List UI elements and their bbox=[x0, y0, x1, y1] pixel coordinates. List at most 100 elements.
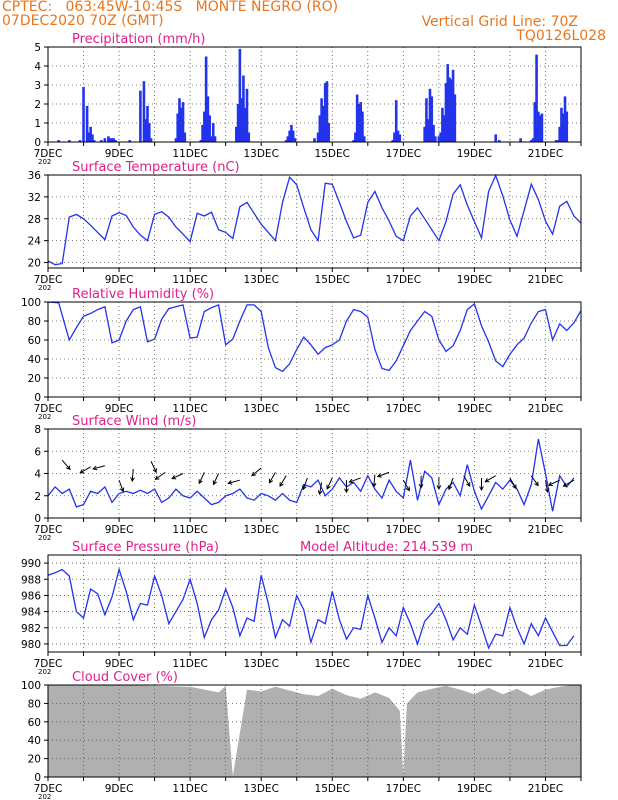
precip-bar bbox=[313, 138, 316, 142]
precip-bar bbox=[210, 136, 213, 142]
x-tick-label: 17DEC bbox=[386, 783, 421, 795]
y-tick-label: 3 bbox=[34, 80, 41, 92]
y-tick-label: 4 bbox=[34, 469, 41, 481]
wind-arrow bbox=[79, 466, 91, 474]
precip-bar bbox=[82, 86, 85, 142]
panel-title-humidity: Relative Humidity (%) bbox=[72, 287, 214, 302]
panel-frame bbox=[47, 428, 582, 519]
precip-bar bbox=[391, 140, 394, 142]
precip-bar bbox=[535, 54, 538, 142]
x-tick-label: 21DEC bbox=[528, 403, 563, 415]
precip-bar bbox=[354, 132, 357, 142]
wind-arrowhead bbox=[479, 486, 484, 491]
precip-bar bbox=[144, 119, 148, 142]
precip-bar bbox=[554, 140, 558, 142]
x-tick-label: 21DEC bbox=[528, 658, 563, 670]
x-tick-label: 7DEC bbox=[34, 274, 63, 286]
wind-arrow bbox=[377, 471, 390, 477]
precip-bar bbox=[450, 79, 453, 142]
precip-bar bbox=[78, 140, 82, 142]
header-run-time: 07DEC2020 70Z (GMT) bbox=[2, 13, 164, 29]
wind-arrowhead bbox=[227, 480, 233, 485]
wind-arrow bbox=[349, 477, 361, 483]
x-year-stub: 202 bbox=[38, 284, 51, 292]
precip-bar bbox=[538, 115, 542, 142]
precip-bar bbox=[235, 126, 238, 142]
precip-bar bbox=[561, 113, 565, 142]
precip-bar bbox=[128, 140, 132, 142]
precip-bar bbox=[242, 75, 245, 142]
precip-bar bbox=[204, 56, 208, 142]
wind-arrow bbox=[251, 467, 262, 477]
wind-arrowhead bbox=[302, 485, 307, 491]
header-model-id: TQ0126L028 bbox=[516, 28, 606, 44]
x-tick-label: 13DEC bbox=[243, 148, 278, 160]
wind-arrow bbox=[150, 461, 157, 473]
wind-arrowhead bbox=[279, 482, 284, 488]
y-tick-label: 100 bbox=[21, 297, 41, 309]
wind-arrowhead bbox=[79, 469, 85, 474]
wind-arrowhead bbox=[130, 477, 135, 483]
precip-bar bbox=[245, 88, 249, 142]
x-tick-label: 7DEC bbox=[34, 524, 63, 536]
y-tick-label: 40 bbox=[28, 354, 41, 366]
precip-bar bbox=[199, 140, 203, 142]
precip-bar bbox=[139, 90, 142, 142]
x-tick-label: 7DEC bbox=[34, 658, 63, 670]
wind-arrowhead bbox=[418, 483, 424, 489]
precip-bar bbox=[110, 138, 114, 142]
precip-bar bbox=[355, 94, 359, 142]
precip-bar bbox=[146, 105, 149, 142]
precip-bar bbox=[537, 111, 540, 142]
precip-bar bbox=[107, 136, 110, 142]
wind-arrow bbox=[373, 474, 376, 487]
precip-bar bbox=[425, 98, 428, 142]
precip-bar bbox=[92, 140, 96, 142]
y-tick-label: 5 bbox=[34, 42, 41, 54]
precip-bar bbox=[322, 105, 325, 142]
precip-bar bbox=[108, 138, 112, 142]
precip-bar bbox=[142, 81, 146, 142]
wind-arrow bbox=[118, 480, 124, 492]
x-year-stub: 202 bbox=[38, 413, 51, 421]
precip-bar bbox=[398, 134, 402, 142]
wind-arrow bbox=[302, 477, 308, 490]
wind-arrow bbox=[563, 479, 575, 487]
y-tick-label: 0 bbox=[34, 137, 41, 149]
precip-bar bbox=[147, 123, 151, 142]
x-tick-label: 15DEC bbox=[315, 658, 350, 670]
x-tick-label: 19DEC bbox=[457, 524, 492, 536]
y-tick-label: 986 bbox=[21, 590, 41, 602]
precip-bar bbox=[206, 96, 210, 142]
wind-arrowhead bbox=[436, 485, 442, 490]
y-tick-label: 8 bbox=[34, 424, 41, 436]
x-tick-label: 11DEC bbox=[172, 658, 207, 670]
precip-bar bbox=[211, 123, 215, 142]
pressure-line bbox=[47, 567, 575, 650]
precip-bar bbox=[361, 111, 364, 142]
precip-bar bbox=[91, 134, 94, 142]
precip-bar bbox=[423, 126, 426, 142]
x-tick-label: 7DEC bbox=[34, 783, 63, 795]
panel-title-temperature: Surface Temperature (nC) bbox=[72, 160, 240, 175]
wind-arrowhead bbox=[512, 484, 517, 490]
x-tick-label: 19DEC bbox=[457, 274, 492, 286]
precip-bar bbox=[494, 134, 498, 142]
wind-arrow bbox=[463, 475, 471, 487]
precip-bar bbox=[100, 140, 103, 142]
precip-bar bbox=[441, 107, 444, 142]
panel-title-pressure: Surface Pressure (hPa) bbox=[72, 540, 219, 555]
x-tick-label: 15DEC bbox=[315, 148, 350, 160]
x-tick-label: 19DEC bbox=[457, 658, 492, 670]
wind-arrowhead bbox=[66, 465, 71, 471]
x-tick-label: 7DEC bbox=[34, 148, 63, 160]
x-tick-label: 13DEC bbox=[243, 658, 278, 670]
wind-arrowhead bbox=[171, 475, 177, 480]
x-tick-label: 17DEC bbox=[386, 524, 421, 536]
precip-bar bbox=[325, 81, 329, 142]
precip-bar bbox=[444, 83, 448, 142]
precip-bar bbox=[359, 102, 362, 142]
precip-bar bbox=[439, 132, 442, 142]
precip-bar bbox=[87, 132, 91, 142]
y-tick-label: 24 bbox=[28, 236, 42, 248]
